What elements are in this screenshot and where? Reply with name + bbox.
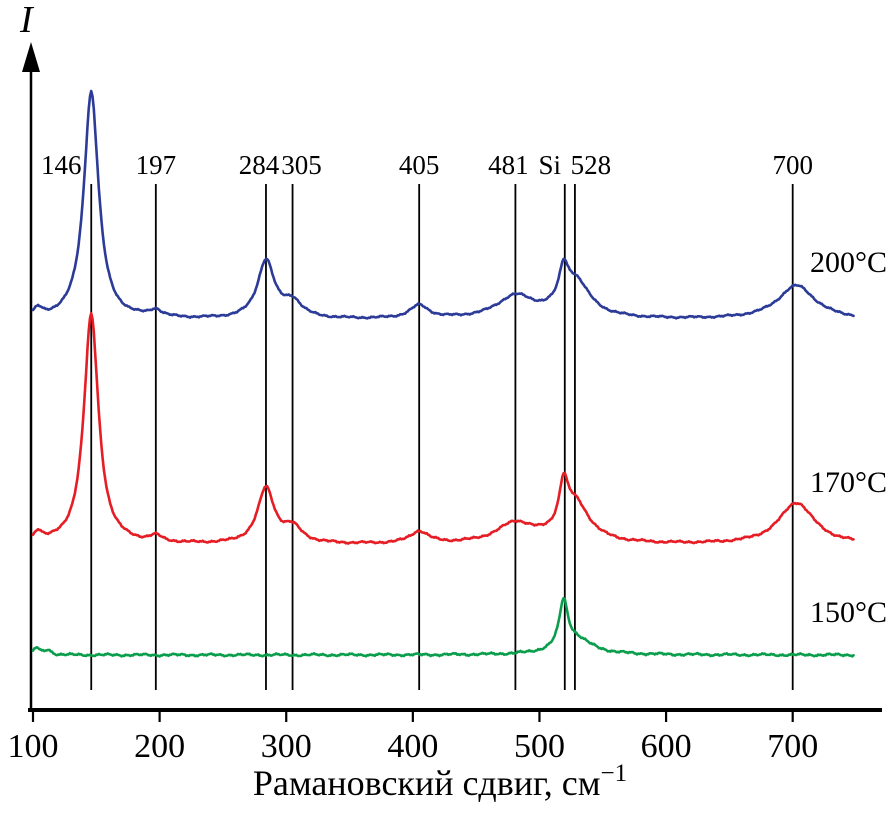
peak-label: 528 [571, 150, 612, 180]
peak-label: 700 [772, 150, 813, 180]
peak-label: Si [539, 150, 562, 180]
x-tick-label: 700 [767, 728, 818, 765]
spectrum-curve [31, 312, 855, 545]
peak-label: 284 [239, 150, 280, 180]
peak-label: 305 [281, 150, 322, 180]
spectrum-curve [31, 89, 855, 320]
temperature-label: 170°C [810, 466, 887, 499]
peak-reference-lines: 146 197 284 305 405 481 Si 528 700 [41, 150, 813, 690]
temperature-labels: 200°C 170°C 150°C [810, 246, 887, 629]
y-axis-label: I [19, 0, 35, 41]
y-axis-arrow-icon [22, 42, 40, 72]
spectrum-curve [31, 596, 855, 658]
x-axis-title-superscript: −1 [600, 760, 627, 787]
x-tick-label: 600 [641, 728, 692, 765]
temperature-label: 150°C [810, 596, 887, 629]
peak-label: 146 [41, 150, 82, 180]
x-tick-group: 100 200 300 400 500 600 700 [8, 710, 818, 765]
x-tick-label: 300 [261, 728, 312, 765]
spectra-curves [31, 89, 855, 658]
x-tick-label: 400 [387, 728, 438, 765]
x-tick-label: 200 [134, 728, 185, 765]
x-axis-title: Рамановский сдвиг, см−1 [253, 760, 627, 803]
peak-label: 197 [136, 150, 177, 180]
x-axis-title-text: Рамановский сдвиг, см [253, 763, 601, 803]
axes [22, 42, 882, 712]
x-tick-label: 100 [8, 728, 59, 765]
temperature-label: 200°C [810, 246, 887, 279]
peak-label: 405 [399, 150, 440, 180]
peak-label: 481 [488, 150, 529, 180]
x-tick-label: 500 [514, 728, 565, 765]
